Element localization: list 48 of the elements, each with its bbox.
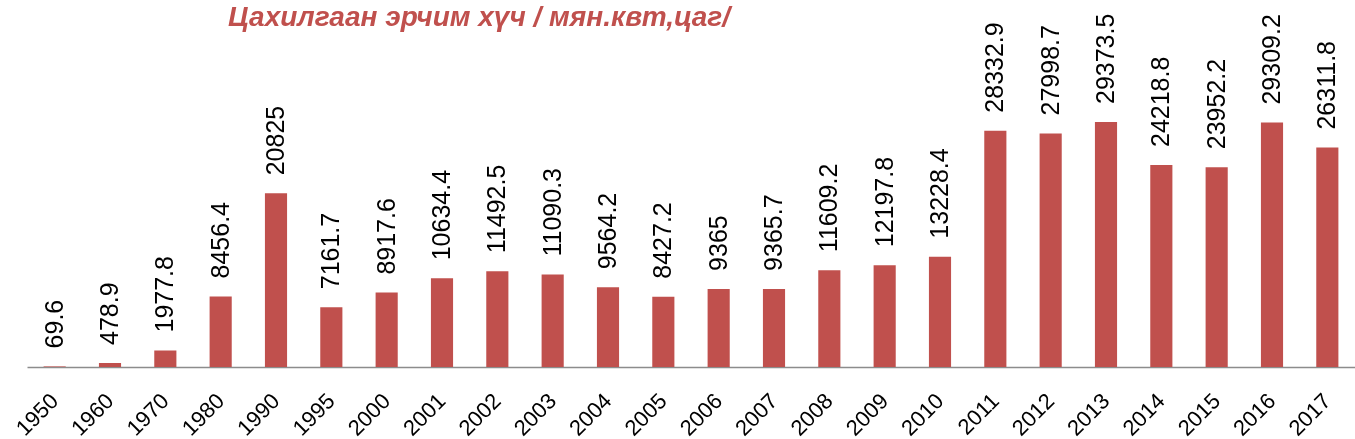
data-label: 27998.7	[1035, 25, 1064, 116]
bar	[1205, 167, 1228, 367]
bar	[486, 271, 509, 367]
bar	[707, 288, 730, 367]
bar	[984, 130, 1007, 367]
data-label: 20825	[261, 105, 289, 176]
bar	[1260, 122, 1284, 367]
bar	[375, 292, 398, 367]
data-label: 10634.4	[427, 169, 455, 261]
bar	[154, 350, 177, 367]
bar	[652, 296, 675, 367]
data-label: 23952.2	[1201, 58, 1230, 150]
data-label: 8427.2	[648, 202, 677, 279]
bar	[98, 363, 122, 367]
bar	[264, 193, 288, 367]
bar	[320, 307, 343, 367]
bar	[209, 296, 232, 367]
bar	[818, 270, 841, 367]
bar	[541, 274, 564, 367]
data-label: 8456.4	[205, 201, 234, 279]
data-label: 24218.8	[1146, 56, 1175, 147]
data-label: 26311.8	[1312, 41, 1341, 130]
bar	[1094, 122, 1118, 367]
bar	[596, 287, 620, 367]
data-label: 1977.8	[150, 256, 179, 333]
data-label: 11090.3	[537, 167, 566, 257]
data-label: 478.9	[95, 282, 123, 346]
data-label: 11609.2	[814, 163, 843, 253]
data-label: 8917.6	[371, 198, 400, 275]
bar	[873, 265, 896, 367]
bar	[928, 256, 952, 367]
data-label: 12197.8	[869, 156, 898, 248]
data-label: 29309.2	[1257, 14, 1285, 105]
data-label: 69.6	[39, 299, 68, 349]
bar	[762, 288, 786, 367]
bar	[1316, 147, 1339, 367]
bar	[1150, 164, 1173, 367]
data-label: 28332.9	[980, 22, 1009, 113]
data-label: 9365	[703, 215, 732, 271]
data-label: 11492.5	[482, 164, 511, 254]
data-label: 29373.5	[1091, 13, 1119, 104]
data-label: 9564.2	[593, 192, 621, 270]
data-label: 7161.7	[316, 212, 345, 290]
data-label: 9365.7	[759, 194, 787, 271]
bar	[430, 278, 454, 367]
data-label: 13228.4	[925, 148, 953, 239]
chart-title: Цахилгаан эрчим хүч / мян.квт,цаг/	[228, 0, 734, 32]
bar	[1039, 133, 1062, 367]
